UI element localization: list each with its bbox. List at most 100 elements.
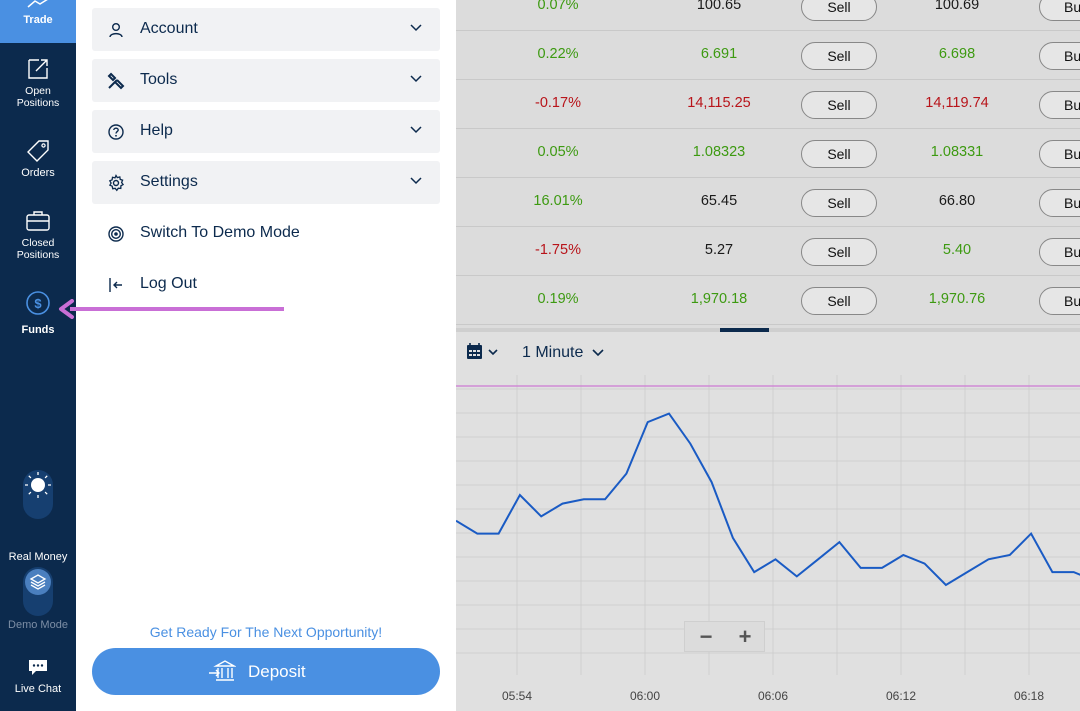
sell-button[interactable]: Sell — [801, 287, 877, 315]
chevron-down-icon — [410, 24, 422, 32]
price-series-line — [456, 412, 1080, 587]
menu-logout[interactable]: Log Out — [92, 263, 440, 306]
deposit-label: Deposit — [248, 662, 306, 681]
nav-open-label-2: Positions — [16, 97, 60, 109]
buy-button[interactable]: Buy — [1039, 0, 1080, 21]
menu-account[interactable]: Account — [92, 8, 440, 51]
nav-closed-label-1: Closed — [21, 237, 55, 249]
chevron-down-icon — [410, 126, 422, 134]
table-row: 0.22% 6.691 Sell 6.698 Buy — [456, 31, 1080, 80]
sell-price: 1.08323 — [692, 144, 746, 160]
nav-open-label-1: Open — [25, 85, 51, 97]
calendar-dropdown[interactable] — [466, 342, 502, 367]
buy-price: 1.08331 — [930, 144, 984, 160]
pointer-arrow-annotation — [59, 299, 284, 319]
change-percent: 0.22% — [537, 46, 579, 62]
mode-knob — [25, 569, 51, 595]
zoom-in-button[interactable]: + — [738, 624, 752, 649]
open-positions-icon — [28, 59, 48, 79]
x-tick-label: 05:54 — [502, 689, 532, 703]
buy-button[interactable]: Buy — [1039, 42, 1080, 70]
sell-button[interactable]: Sell — [801, 0, 877, 21]
sell-button[interactable]: Sell — [801, 140, 877, 168]
bank-icon — [209, 660, 236, 681]
help-icon — [108, 124, 124, 140]
chevron-down-icon — [410, 177, 422, 185]
table-row: 16.01% 65.45 Sell 66.80 Buy — [456, 178, 1080, 227]
menu-logout-label: Log Out — [140, 275, 197, 292]
nav-orders[interactable]: Orders — [0, 139, 76, 179]
price-chart — [456, 332, 1080, 711]
zoom-controls: − + — [684, 621, 765, 652]
sell-button[interactable]: Sell — [801, 42, 877, 70]
buy-button[interactable]: Buy — [1039, 287, 1080, 315]
menu-help[interactable]: Help — [92, 110, 440, 153]
change-percent: -0.17% — [535, 95, 581, 111]
scroll-indicator[interactable] — [720, 328, 769, 332]
sell-price: 100.65 — [696, 0, 742, 13]
chevron-down-icon — [592, 349, 604, 357]
change-percent: 0.07% — [537, 0, 579, 13]
user-icon — [109, 23, 123, 38]
price-chart-plot[interactable]: 05:54 06:00 06:06 06:12 06:18 — [456, 375, 1080, 711]
dollar-circle-icon: $ — [26, 291, 50, 315]
quotes-table: 0.07% 100.65 Sell 100.69 Buy 0.22% 6.691 Sell 6.… — [456, 0, 1080, 328]
menu-tools[interactable]: Tools — [92, 59, 440, 102]
menu-settings[interactable]: Settings — [92, 161, 440, 204]
nav-funds-label: Funds — [21, 324, 55, 336]
buy-button[interactable]: Buy — [1039, 140, 1080, 168]
buy-price: 100.69 — [934, 0, 980, 13]
left-nav: Trade Open Positions Orders Closed Posit… — [0, 0, 76, 711]
table-row: 0.19% 1,970.18 Sell 1,970.76 Buy — [456, 276, 1080, 325]
buy-price: 14,119.74 — [925, 95, 989, 111]
nav-live-chat[interactable]: Live Chat — [0, 658, 76, 695]
buy-price: 5.40 — [942, 242, 972, 258]
interval-dropdown[interactable]: 1 Minute — [522, 344, 604, 362]
live-chat-label: Live Chat — [14, 683, 62, 695]
deposit-button[interactable]: Deposit — [92, 648, 440, 695]
x-tick-label: 06:06 — [758, 689, 788, 703]
table-row: -1.75% 5.27 Sell 5.40 Buy — [456, 227, 1080, 276]
buy-button[interactable]: Buy — [1039, 91, 1080, 119]
buy-price: 6.698 — [938, 46, 976, 62]
change-percent: 0.19% — [537, 291, 579, 307]
menu-settings-label: Settings — [140, 173, 198, 190]
sell-button[interactable]: Sell — [801, 238, 877, 266]
nav-funds[interactable]: $ Funds — [0, 290, 76, 336]
x-tick-label: 06:00 — [630, 689, 660, 703]
nav-trade-label: Trade — [23, 14, 53, 26]
change-percent: 0.05% — [537, 144, 579, 160]
sell-price: 65.45 — [700, 193, 738, 209]
x-tick-label: 06:12 — [886, 689, 916, 703]
sell-price: 6.691 — [700, 46, 738, 62]
sun-icon — [25, 472, 51, 498]
zoom-out-button[interactable]: − — [699, 624, 713, 649]
nav-trade[interactable]: Trade — [0, 0, 76, 43]
svg-text:$: $ — [34, 296, 42, 311]
menu-switch-demo[interactable]: Switch To Demo Mode — [92, 212, 440, 255]
promo-text: Get Ready For The Next Opportunity! — [149, 624, 383, 640]
nav-closed-positions[interactable]: Closed Positions — [0, 209, 76, 261]
nav-closed-label-2: Positions — [16, 249, 60, 261]
buy-price: 1,970.76 — [928, 291, 986, 307]
sell-price: 1,970.18 — [690, 291, 748, 307]
target-icon — [108, 226, 124, 242]
table-row: -0.17% 14,115.25 Sell 14,119.74 Buy — [456, 80, 1080, 129]
gear-icon — [108, 174, 125, 192]
sell-button[interactable]: Sell — [801, 91, 877, 119]
briefcase-icon — [26, 211, 50, 231]
buy-button[interactable]: Buy — [1039, 189, 1080, 217]
account-menu-panel: Account Tools Help Settings Switc — [76, 0, 456, 711]
tag-icon — [27, 140, 49, 162]
calendar-icon — [467, 343, 498, 359]
table-row: 0.07% 100.65 Sell 100.69 Buy — [456, 0, 1080, 31]
sell-button[interactable]: Sell — [801, 189, 877, 217]
buy-button[interactable]: Buy — [1039, 238, 1080, 266]
change-percent: -1.75% — [535, 242, 581, 258]
x-tick-label: 06:18 — [1014, 689, 1044, 703]
menu-help-label: Help — [140, 122, 173, 139]
interval-label: 1 Minute — [522, 344, 584, 361]
nav-open-positions[interactable]: Open Positions — [0, 57, 76, 109]
theme-toggle[interactable] — [23, 470, 53, 519]
mode-toggle[interactable] — [23, 567, 53, 616]
